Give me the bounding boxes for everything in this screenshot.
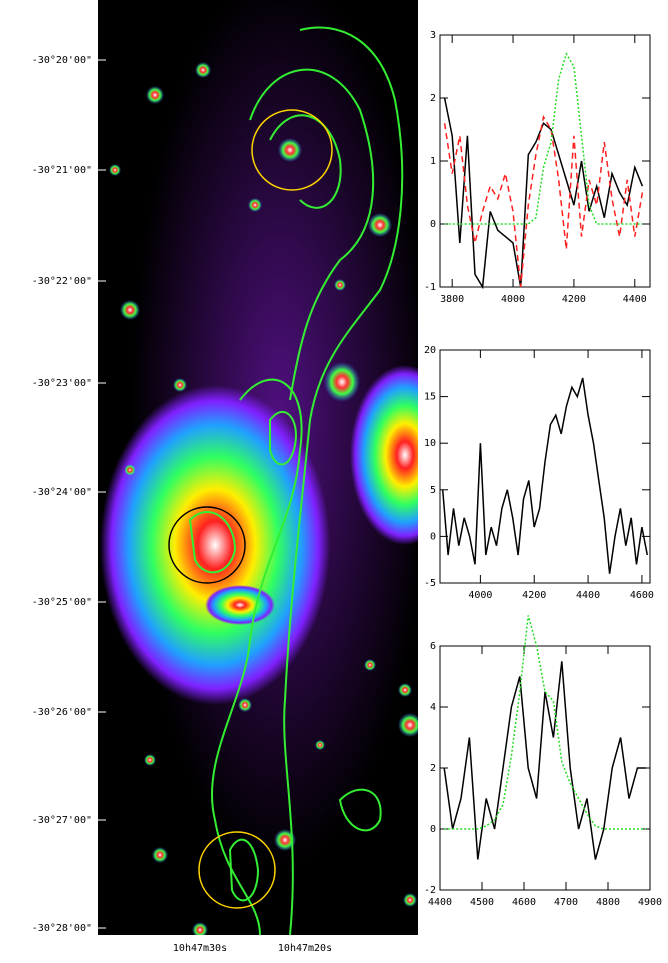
dec-label: -30°25'00" bbox=[32, 597, 92, 608]
x-tick-label: 4500 bbox=[470, 897, 494, 908]
y-tick-label: 20 bbox=[424, 345, 436, 356]
dec-label: -30°22'00" bbox=[32, 276, 92, 287]
y-tick-label: 5 bbox=[430, 485, 436, 496]
dec-label: -30°27'00" bbox=[32, 815, 92, 826]
dec-label: -30°23'00" bbox=[32, 378, 92, 389]
dec-label: -30°28'00" bbox=[32, 923, 92, 934]
y-tick-label: 2 bbox=[430, 93, 436, 104]
y-tick-label: 3 bbox=[430, 30, 436, 41]
x-tick-label: 4200 bbox=[562, 294, 586, 305]
x-tick-label: 4700 bbox=[554, 897, 578, 908]
x-tick-label: 4400 bbox=[576, 590, 600, 601]
y-tick-label: 0 bbox=[430, 219, 436, 230]
y-tick-label: 0 bbox=[430, 531, 436, 542]
x-tick-label: 4600 bbox=[630, 590, 654, 601]
spectrum-line bbox=[444, 615, 646, 830]
x-tick-label: 4900 bbox=[638, 897, 662, 908]
spectrum-line bbox=[443, 114, 644, 288]
dec-label: -30°24'00" bbox=[32, 487, 92, 498]
spectrum-line bbox=[443, 661, 646, 860]
dec-label: -30°20'00" bbox=[32, 55, 92, 66]
x-tick-label: 4400 bbox=[428, 897, 452, 908]
y-tick-label: -1 bbox=[424, 282, 436, 293]
sky-image bbox=[98, 0, 418, 935]
x-tick-label: 4000 bbox=[468, 590, 492, 601]
y-tick-label: 15 bbox=[424, 392, 436, 403]
dec-label: -30°26'00" bbox=[32, 707, 92, 718]
y-tick-label: 0 bbox=[430, 824, 436, 835]
y-tick-label: 10 bbox=[424, 438, 436, 449]
x-tick-label: 4400 bbox=[623, 294, 647, 305]
x-tick-label: 3800 bbox=[440, 294, 464, 305]
spectrum-line bbox=[441, 377, 649, 574]
x-tick-label: 4600 bbox=[512, 897, 536, 908]
plot-frame bbox=[439, 34, 651, 288]
y-tick-label: 4 bbox=[430, 702, 436, 713]
x-tick-label: 4800 bbox=[596, 897, 620, 908]
y-tick-label: -2 bbox=[424, 885, 436, 896]
spectrum-line bbox=[444, 52, 643, 225]
x-tick-label: 4000 bbox=[501, 294, 525, 305]
ra-label: 10h47m30s bbox=[173, 943, 227, 954]
y-tick-label: 6 bbox=[430, 641, 436, 652]
y-tick-label: -5 bbox=[424, 578, 436, 589]
spectrum-line bbox=[443, 97, 644, 290]
ra-label: 10h47m20s bbox=[278, 943, 332, 954]
y-tick-label: 1 bbox=[430, 156, 436, 167]
dec-label: -30°21'00" bbox=[32, 165, 92, 176]
x-tick-label: 4200 bbox=[522, 590, 546, 601]
plot-frame bbox=[439, 349, 651, 584]
y-tick-label: 2 bbox=[430, 763, 436, 774]
